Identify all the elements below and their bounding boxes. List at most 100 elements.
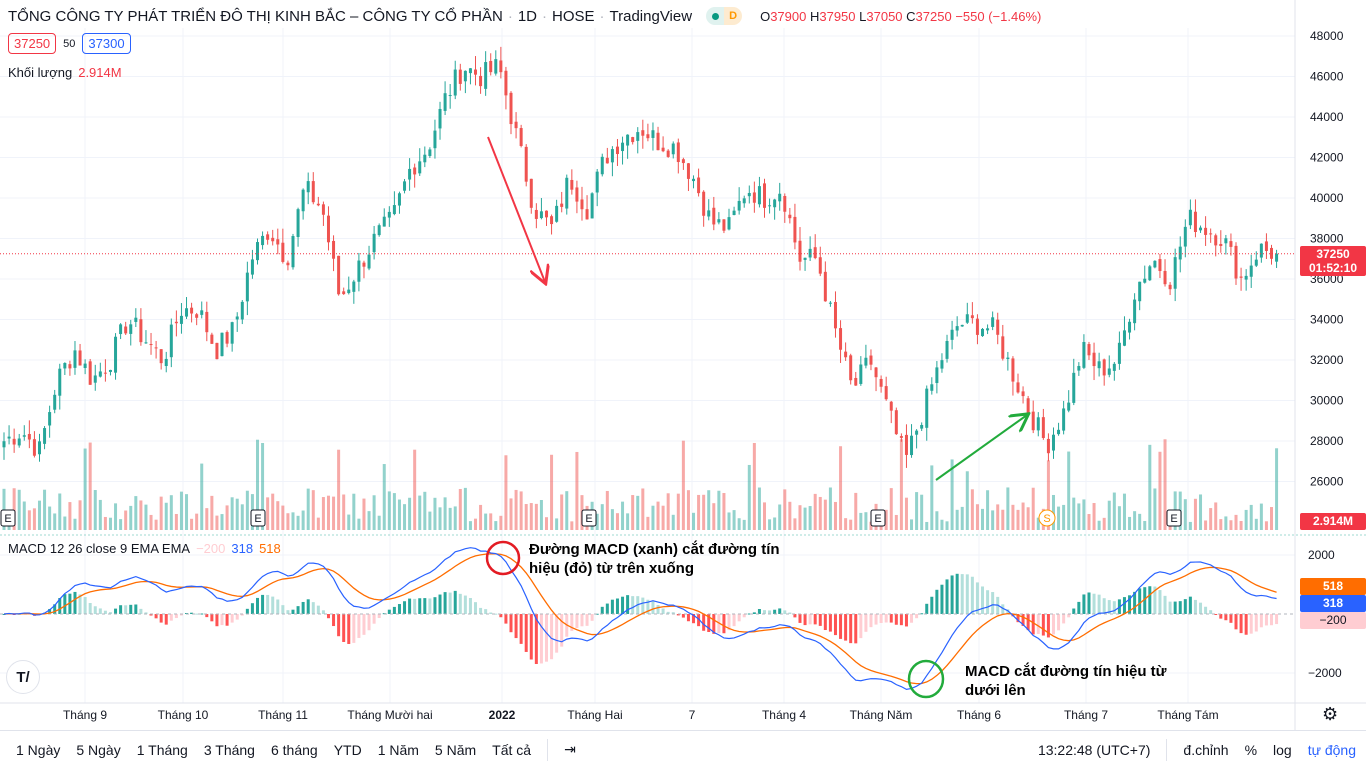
candle-body <box>590 193 594 219</box>
macd-hist-bar <box>210 614 214 622</box>
volume-bar <box>326 495 330 530</box>
candle-body <box>1087 344 1091 356</box>
range-1y[interactable]: 1 Năm <box>377 741 419 758</box>
macd-hist-bar <box>656 605 660 614</box>
macd-hist-bar <box>1168 601 1172 614</box>
candle-body <box>448 95 452 97</box>
volume-bar <box>676 493 680 530</box>
macd-hist-bar <box>889 614 893 623</box>
range-1m[interactable]: 1 Tháng <box>136 741 188 758</box>
market-status-badge[interactable]: D <box>706 7 743 25</box>
macd-hist-bar <box>550 614 554 660</box>
buy-button[interactable]: 37300 <box>82 33 131 54</box>
candle-body <box>458 69 462 84</box>
time-tick-label: Tháng 7 <box>1064 708 1108 722</box>
earnings-marker-label: E <box>4 513 11 525</box>
settings-gear-icon[interactable]: ⚙ <box>1322 704 1339 724</box>
volume-bar <box>1087 514 1091 530</box>
tradingview-logo[interactable]: T/ <box>6 660 40 694</box>
price-tick-label: 44000 <box>1310 110 1344 124</box>
macd-hist-bar <box>849 614 853 644</box>
volume-bar <box>357 518 361 530</box>
macd-hist-bar <box>266 594 270 614</box>
candle-body <box>68 364 72 369</box>
candle-body <box>1244 275 1248 280</box>
volume-bar <box>169 495 173 530</box>
adjust-toggle[interactable]: đ.chỉnh <box>1183 741 1229 758</box>
volume-bar <box>352 493 356 530</box>
macd-hist-bar <box>986 590 990 614</box>
macd-hist-bar <box>195 613 199 615</box>
volume-bar <box>1193 498 1197 530</box>
macd-hist-bar <box>747 613 751 615</box>
volume-bar <box>489 513 493 530</box>
macd-hist-bar <box>575 614 579 628</box>
candle-body <box>438 108 442 129</box>
macd-hist-bar <box>1112 601 1116 614</box>
candle-body <box>93 375 97 383</box>
range-all[interactable]: Tất cả <box>492 741 532 758</box>
volume-bar <box>164 502 168 530</box>
volume-bar <box>737 518 741 530</box>
volume-bar <box>945 521 949 530</box>
log-toggle[interactable]: log <box>1273 741 1292 758</box>
range-5d[interactable]: 5 Ngày <box>76 741 121 758</box>
candle-body <box>1153 260 1157 268</box>
macd-hist-bar <box>443 592 447 614</box>
macd-hist-bar <box>169 614 173 621</box>
sell-button[interactable]: 37250 <box>8 33 57 54</box>
volume-bar <box>1209 508 1213 530</box>
auto-toggle[interactable]: tự động <box>1307 741 1356 758</box>
macd-hist-bar <box>783 610 787 614</box>
volume-bar <box>742 519 746 530</box>
candle-body <box>1254 259 1258 266</box>
down-arrow <box>487 136 545 282</box>
candle-body <box>1092 352 1096 367</box>
goto-date-icon[interactable]: ⇥ <box>564 741 576 757</box>
range-1d[interactable]: 1 Ngày <box>16 741 61 758</box>
candle-body <box>1026 398 1030 413</box>
candle-body <box>991 317 995 327</box>
volume-bar <box>220 514 224 530</box>
macd-hist-bar <box>813 614 817 625</box>
volume-bar <box>245 490 249 530</box>
range-5y[interactable]: 5 Năm <box>434 741 477 758</box>
volume-bar <box>702 494 706 530</box>
volume-bar <box>1229 520 1233 530</box>
volume-bar <box>1219 519 1223 530</box>
percent-toggle[interactable]: % <box>1244 741 1258 758</box>
volume-bar <box>818 496 822 530</box>
macd-legend[interactable]: MACD 12 26 close 9 EMA EMA −200 318 518 <box>8 541 281 556</box>
bullish-cross-circle <box>907 659 945 699</box>
candle-body <box>595 171 599 193</box>
macd-hist-bar <box>681 614 685 618</box>
volume-bar <box>692 512 696 530</box>
chart-canvas[interactable]: 4800046000440004200040000380003600034000… <box>0 0 1366 730</box>
candle-body <box>692 178 696 182</box>
macd-hist-bar <box>321 610 325 614</box>
range-6m[interactable]: 6 tháng <box>270 741 318 758</box>
macd-hist-bar <box>301 601 305 614</box>
volume-bar <box>1158 451 1162 530</box>
volume-bar <box>550 454 554 530</box>
macd-hist-bar <box>291 609 295 614</box>
macd-hist-bar <box>1143 587 1147 614</box>
macd-hist-bar <box>58 598 62 614</box>
macd-hist-bar <box>332 614 336 627</box>
clock[interactable]: 13:22:48 (UTC+7) <box>1037 741 1151 758</box>
candle-body <box>261 235 265 246</box>
range-3m[interactable]: 3 Tháng <box>203 741 255 758</box>
macd-hist-bar <box>940 584 944 614</box>
volume-legend[interactable]: Khối lượng 2.914M <box>8 65 122 80</box>
macd-hist-bar <box>286 610 290 614</box>
volume-bar <box>474 518 478 530</box>
volume-bar <box>98 499 102 530</box>
macd-hist-bar <box>205 614 209 618</box>
candle-body <box>387 211 391 218</box>
volume-bar <box>1036 517 1040 530</box>
macd-hist-bar <box>722 614 726 634</box>
range-ytd[interactable]: YTD <box>333 741 362 758</box>
macd-hist-bar <box>134 604 138 614</box>
volume-bar <box>930 465 934 530</box>
volume-bar <box>1270 507 1273 530</box>
